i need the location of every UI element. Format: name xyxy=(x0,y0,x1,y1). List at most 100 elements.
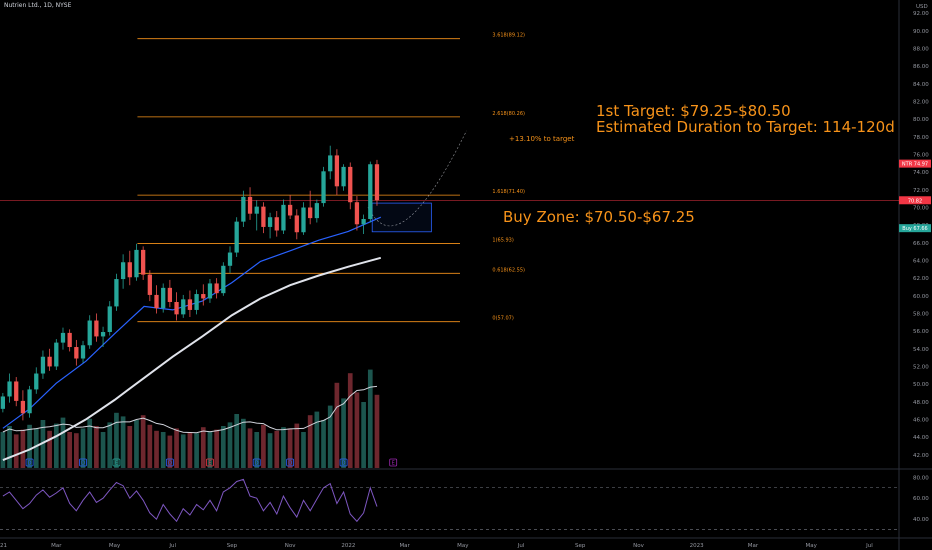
volume-bar xyxy=(154,430,159,468)
candle-body xyxy=(348,166,353,203)
volume-bar xyxy=(60,417,66,468)
candle-body xyxy=(281,204,286,231)
candle-body xyxy=(354,202,360,225)
y-tick-label: 80.00 xyxy=(913,117,929,123)
y-tick-label: 70.00 xyxy=(913,206,929,212)
fib-level-label: 0(57.07) xyxy=(492,316,513,322)
duration-annotation: Estimated Duration to Target: 114-120d xyxy=(596,118,895,136)
x-tick-label: Nov xyxy=(633,543,644,549)
fib-level-label: 0.618(62.55) xyxy=(492,267,525,273)
candle-body xyxy=(167,287,173,302)
volume-bar xyxy=(160,432,166,468)
event-marker xyxy=(339,458,348,467)
volume-ma-line xyxy=(2,385,378,434)
candle-body xyxy=(7,381,12,397)
x-tick-label: Jul xyxy=(168,543,176,549)
volume-bar xyxy=(120,416,126,468)
volume-bar xyxy=(174,428,179,468)
event-marker-label: E xyxy=(115,461,118,467)
x-tick-label: Mar xyxy=(399,543,410,549)
event-marker xyxy=(25,458,34,467)
volume-bar xyxy=(254,432,260,468)
volume-bar xyxy=(281,427,286,468)
volume-bar xyxy=(27,424,32,468)
candle-body xyxy=(187,299,193,310)
volume-bar xyxy=(321,420,326,468)
event-marker xyxy=(112,458,121,467)
unit-label: USD xyxy=(916,4,928,10)
volume-bar xyxy=(140,415,146,468)
candle-body xyxy=(87,320,92,346)
volume-bar xyxy=(234,414,240,468)
volume-bar xyxy=(94,426,99,468)
target-annotation: 1st Target: $79.25-$80.50 xyxy=(596,102,791,120)
candle-body xyxy=(114,279,119,307)
volume-bar xyxy=(361,402,366,468)
x-tick-label: Nov xyxy=(285,543,296,549)
candle-body xyxy=(274,217,279,231)
candle-body xyxy=(27,389,32,414)
candle-body xyxy=(301,207,306,233)
candle-body xyxy=(14,381,19,401)
x-tick-label: 2023 xyxy=(690,543,704,549)
candle-body xyxy=(47,356,52,367)
volume-bar xyxy=(114,412,119,468)
volume-bar xyxy=(347,373,353,468)
buy-zone-box xyxy=(371,202,432,233)
volume-bar xyxy=(227,422,233,468)
candle-body xyxy=(174,301,179,315)
candle-body xyxy=(227,252,233,266)
current-price-tag-bg xyxy=(899,196,931,205)
volume-bar xyxy=(47,430,52,468)
volume-bar xyxy=(327,405,333,468)
candle-body xyxy=(374,164,380,201)
y-tick-label: 44.00 xyxy=(913,435,929,441)
volume-bar xyxy=(200,427,206,468)
y-tick-label: 54.00 xyxy=(913,347,929,353)
ma-fast-line xyxy=(2,216,382,429)
volume-bar xyxy=(100,432,106,468)
buy-zone-annotation: Buy Zone: $70.50-$67.25 xyxy=(503,208,695,226)
candle-body xyxy=(67,332,72,348)
candle-body xyxy=(194,294,199,310)
volume-bar xyxy=(147,424,153,468)
projection-path xyxy=(367,130,467,227)
volume-bar xyxy=(187,432,193,468)
volume-bar xyxy=(180,434,186,468)
event-marker-label: D xyxy=(168,461,172,467)
y-tick-label: 52.00 xyxy=(913,364,929,370)
y-tick-label: 84.00 xyxy=(913,82,929,88)
candle-body xyxy=(341,166,346,187)
volume-bar xyxy=(247,428,253,468)
candle-body xyxy=(154,294,159,309)
volume-bar xyxy=(261,424,266,468)
volume-bar xyxy=(274,430,280,468)
candle-body xyxy=(127,262,132,278)
rsi-tick-label: 80.00 xyxy=(913,475,929,481)
event-marker-label: D xyxy=(28,461,32,467)
volume-bar xyxy=(0,432,6,468)
candle-body xyxy=(80,345,86,359)
event-marker xyxy=(206,458,214,467)
volume-bar xyxy=(7,426,12,468)
x-tick-label: Mar xyxy=(748,543,759,549)
volume-bar xyxy=(127,426,133,468)
volume-bar xyxy=(67,432,73,468)
y-tick-label: 82.00 xyxy=(913,100,929,106)
y-tick-label: 88.00 xyxy=(913,47,929,53)
y-tick-label: 86.00 xyxy=(913,64,929,70)
event-marker-label: D xyxy=(255,461,259,467)
y-tick-label: 50.00 xyxy=(913,382,929,388)
current-price-tag: 70.82 xyxy=(908,198,922,204)
volume-bar xyxy=(367,369,373,468)
x-tick-label: Sep xyxy=(227,543,238,549)
y-tick-label: 58.00 xyxy=(913,311,929,317)
event-marker-label: D xyxy=(342,461,346,467)
x-tick-label: 2021 xyxy=(0,543,7,549)
y-tick-label: 46.00 xyxy=(913,417,929,423)
volume-bar xyxy=(314,411,320,468)
x-tick-label: May xyxy=(806,543,818,549)
y-tick-label: 76.00 xyxy=(913,153,929,159)
